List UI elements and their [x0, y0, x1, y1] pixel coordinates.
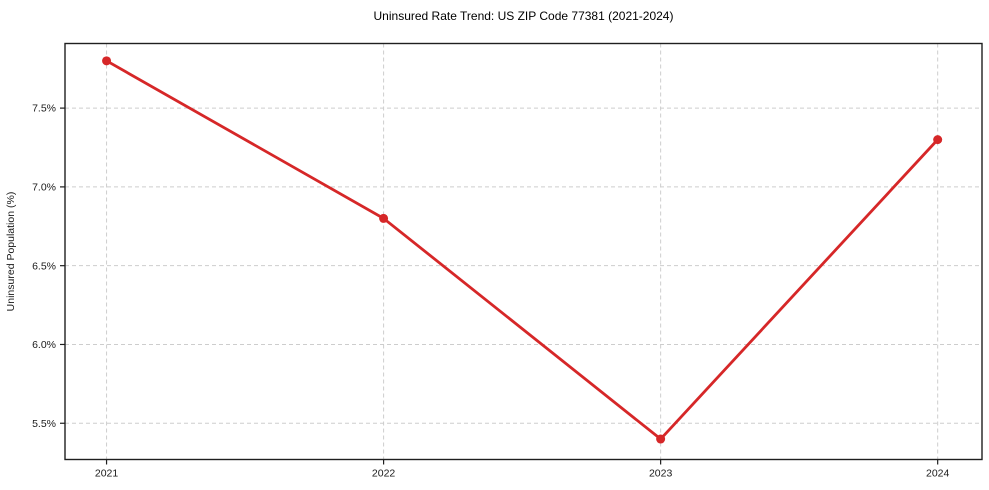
y-tick-label: 7.0%	[32, 181, 56, 193]
x-tick-label: 2022	[372, 468, 396, 480]
x-tick-label: 2023	[649, 468, 673, 480]
plot-area: 5.5% 6.0% 6.5% 7.0% 7.5% 2021 2022 2023 2024	[32, 42, 983, 480]
y-tick-label: 6.0%	[32, 339, 56, 351]
x-tick-label: 2024	[926, 468, 950, 480]
y-tick-label: 5.5%	[32, 418, 56, 430]
data-point	[379, 213, 389, 223]
chart-title: Uninsured Rate Trend: US ZIP Code 77381 …	[374, 9, 674, 23]
data-point	[933, 135, 943, 145]
x-tick-label: 2021	[95, 468, 119, 480]
data-line	[105, 59, 940, 441]
y-axis-label: Uninsured Population (%)	[5, 192, 17, 312]
data-point	[656, 434, 666, 444]
data-point	[102, 56, 112, 66]
y-tick-label: 6.5%	[32, 260, 56, 272]
y-tick-label: 7.5%	[32, 103, 56, 115]
axes-spines	[64, 42, 983, 461]
